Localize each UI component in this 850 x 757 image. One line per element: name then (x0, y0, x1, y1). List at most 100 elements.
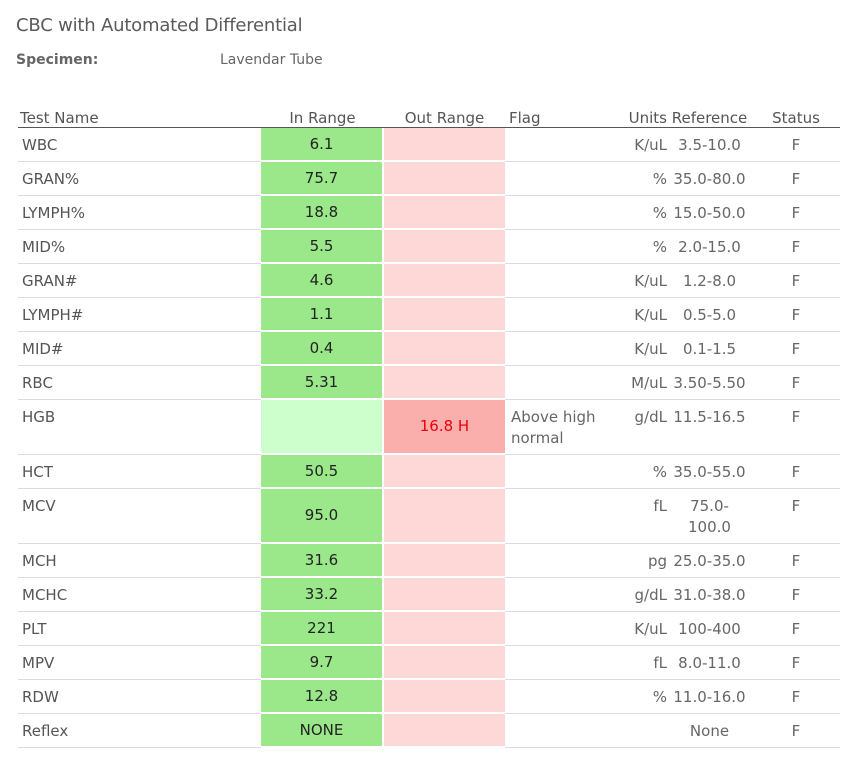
in-range-value: 6.1 (261, 128, 384, 162)
table-row: LYMPH% 18.8% 15.0-50.0 F (18, 196, 840, 230)
test-name: MCHC (18, 578, 261, 612)
units: % (619, 680, 667, 714)
reference-range: 3.5-10.0 (667, 128, 752, 162)
status: F (752, 366, 840, 400)
in-range-value: 33.2 (261, 578, 384, 612)
status: F (752, 196, 840, 230)
out-range-value (384, 612, 505, 646)
units: g/dL (619, 400, 667, 455)
status: F (752, 128, 840, 162)
in-range-value: 18.8 (261, 196, 384, 230)
flag-text (505, 612, 619, 646)
in-range-value: NONE (261, 714, 384, 748)
flag-text (505, 680, 619, 714)
status: F (752, 332, 840, 366)
reference-range: 75.0-100.0 (667, 489, 752, 544)
out-range-value (384, 298, 505, 332)
flag-text (505, 230, 619, 264)
flag-text (505, 646, 619, 680)
units: g/dL (619, 578, 667, 612)
out-range-value: 16.8 H (384, 400, 505, 455)
flag-text (505, 332, 619, 366)
in-range-value: 4.6 (261, 264, 384, 298)
reference-range: 35.0-55.0 (667, 455, 752, 489)
table-row: LYMPH# 1.1 K/uL 0.5-5.0 F (18, 298, 840, 332)
flag-text: Above high normal (505, 400, 619, 455)
test-name: WBC (18, 128, 261, 162)
reference-range: 0.5-5.0 (667, 298, 752, 332)
flag-text (505, 455, 619, 489)
out-range-value (384, 230, 505, 264)
units: K/uL (619, 264, 667, 298)
test-name: Reflex (18, 714, 261, 748)
in-range-value (261, 400, 384, 455)
test-name: MPV (18, 646, 261, 680)
status: F (752, 544, 840, 578)
in-range-value: 5.5 (261, 230, 384, 264)
results-table: Test Name In Range Out Range Flag Units … (18, 100, 840, 748)
reference-range: 1.2-8.0 (667, 264, 752, 298)
units: K/uL (619, 128, 667, 162)
test-name: LYMPH# (18, 298, 261, 332)
out-range-value (384, 162, 505, 196)
out-range-value (384, 646, 505, 680)
table-row: GRAN# 4.6 K/uL 1.2-8.0 F (18, 264, 840, 298)
flag-text (505, 366, 619, 400)
out-range-value (384, 714, 505, 748)
table-row: RDW 12.8% 11.0-16.0 F (18, 680, 840, 714)
status: F (752, 612, 840, 646)
table-row: Reflex NONE None F (18, 714, 840, 748)
units: pg (619, 544, 667, 578)
test-name: GRAN% (18, 162, 261, 196)
table-row: MCHC 33.2 g/dL 31.0-38.0 F (18, 578, 840, 612)
units: K/uL (619, 298, 667, 332)
flag-text (505, 714, 619, 748)
reference-range: 8.0-11.0 (667, 646, 752, 680)
out-range-value (384, 264, 505, 298)
reference-range: 3.50-5.50 (667, 366, 752, 400)
flag-text (505, 128, 619, 162)
table-row: RBC 5.31 M/uL 3.50-5.50 F (18, 366, 840, 400)
units: % (619, 162, 667, 196)
flag-text (505, 264, 619, 298)
status: F (752, 578, 840, 612)
reference-range: 11.0-16.0 (667, 680, 752, 714)
out-range-value (384, 544, 505, 578)
reference-range: None (667, 714, 752, 748)
specimen-value: Lavendar Tube (220, 52, 323, 68)
status: F (752, 714, 840, 748)
flag-text (505, 196, 619, 230)
in-range-value: 31.6 (261, 544, 384, 578)
test-name: MCV (18, 489, 261, 544)
header-row: Test Name In Range Out Range Flag Units … (18, 100, 840, 128)
table-row: MID# 0.4 K/uL 0.1-1.5 F (18, 332, 840, 366)
test-name: MID# (18, 332, 261, 366)
test-name: MID% (18, 230, 261, 264)
test-name: HCT (18, 455, 261, 489)
in-range-value: 75.7 (261, 162, 384, 196)
status: F (752, 646, 840, 680)
reference-range: 2.0-15.0 (667, 230, 752, 264)
reference-range: 31.0-38.0 (667, 578, 752, 612)
test-name: PLT (18, 612, 261, 646)
results-body: WBC 6.1 K/uL 3.5-10.0 F GRAN% 75.7% 35.0-80.0 F L… (18, 128, 840, 748)
units: % (619, 196, 667, 230)
reference-range: 100-400 (667, 612, 752, 646)
test-name: GRAN# (18, 264, 261, 298)
table-row: PLT 221 K/uL 100-400 F (18, 612, 840, 646)
units: % (619, 230, 667, 264)
status: F (752, 400, 840, 455)
units: K/uL (619, 612, 667, 646)
in-range-value: 0.4 (261, 332, 384, 366)
out-range-value (384, 128, 505, 162)
col-in-range: In Range (261, 100, 384, 128)
out-range-value (384, 680, 505, 714)
col-flag: Flag (505, 100, 619, 128)
col-status: Status (752, 100, 840, 128)
table-row: MCH 31.6 pg 25.0-35.0 F (18, 544, 840, 578)
col-units: Units (619, 100, 667, 128)
in-range-value: 95.0 (261, 489, 384, 544)
status: F (752, 489, 840, 544)
table-row: MCV 95.0 fL 75.0-100.0 F (18, 489, 840, 544)
